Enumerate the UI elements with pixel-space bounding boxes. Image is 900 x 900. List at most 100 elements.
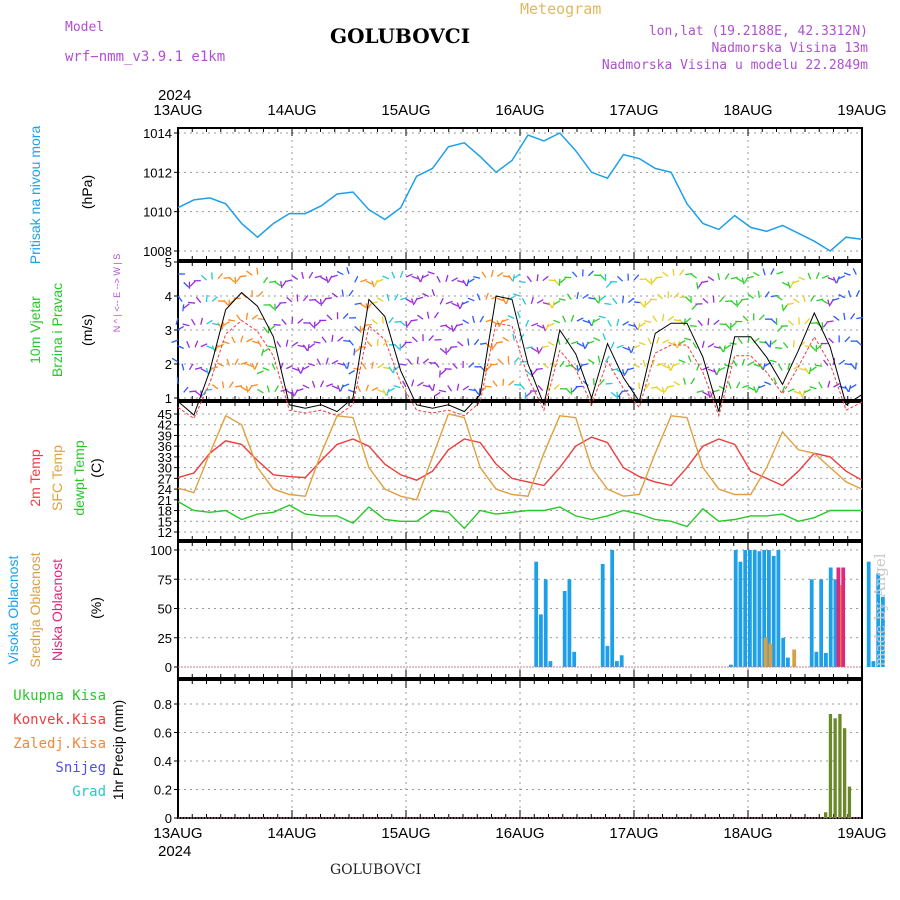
- wind-arrow: [672, 268, 675, 276]
- y-tick-label: 15: [158, 514, 172, 529]
- wind-arrow: [537, 385, 544, 392]
- wind-arrow: [315, 320, 321, 327]
- wind-arrow: [849, 384, 857, 389]
- wind-arrow: [781, 385, 786, 393]
- wind-arrow: [804, 318, 810, 325]
- wind-arrow: [388, 316, 394, 324]
- wind-arrow: [501, 318, 509, 323]
- panel-frame: [177, 261, 863, 401]
- wind-arrow: [279, 281, 283, 289]
- wind-arrow: [566, 293, 572, 300]
- wind-arrow: [451, 277, 459, 282]
- wind-arrow: [666, 385, 675, 388]
- wind-arrow: [576, 317, 584, 322]
- wind-arrow: [656, 362, 664, 367]
- cloud-bar: [871, 661, 876, 667]
- wind-arrow: [177, 295, 183, 302]
- wind-arrow: [633, 363, 641, 368]
- wind-arrow: [553, 300, 561, 306]
- wind-arrow: [741, 358, 746, 366]
- wind-arrow: [262, 326, 269, 333]
- wind-arrow: [802, 295, 806, 303]
- precip-axis-label: 1hr Precip (mm): [110, 700, 126, 800]
- wind-arrow: [591, 319, 595, 327]
- wind-arrow: [810, 295, 815, 302]
- wind-arrow: [810, 344, 816, 352]
- wind-arrow: [545, 323, 550, 331]
- cloud-bar: [762, 550, 767, 667]
- wind-arrow: [525, 346, 533, 350]
- wind-arrow: [484, 385, 492, 388]
- wind-arrow: [291, 341, 299, 347]
- wind-arrow: [735, 300, 738, 308]
- wind-arrow: [445, 347, 448, 355]
- y-tick-label: 25: [158, 631, 172, 646]
- wind-arrow: [217, 273, 223, 280]
- wind-arrow: [331, 359, 339, 365]
- wind-arrow: [707, 276, 715, 282]
- wind-arrow: [257, 388, 264, 394]
- wind-arrow: [553, 278, 560, 286]
- wind-arrow: [685, 317, 692, 323]
- wind-arrow: [221, 381, 225, 389]
- precip-bar: [833, 718, 837, 819]
- cloud-bars-2: [836, 567, 846, 667]
- wind-arrow: [638, 341, 646, 346]
- wind-arrow: [254, 362, 259, 370]
- wind-arrow: [452, 362, 458, 370]
- wind-arrow: [336, 384, 341, 392]
- wind-arrow: [642, 359, 647, 367]
- wind-arrow: [582, 342, 586, 350]
- wind-arrow: [792, 340, 795, 348]
- wind-arrow: [769, 340, 772, 348]
- wind-arrow: [661, 313, 665, 322]
- wind-arrow: [361, 362, 367, 370]
- wind-arrow: [776, 295, 783, 301]
- wind-arrow: [495, 341, 504, 344]
- wind-arrow: [707, 391, 711, 399]
- wind-arrow: [793, 298, 800, 304]
- wind-arrow: [610, 341, 615, 349]
- wind-arrow: [808, 367, 812, 375]
- year-label-bottom: 2024: [158, 843, 191, 860]
- wind-arrow: [171, 357, 179, 363]
- wind-arrow: [512, 274, 515, 282]
- wind-arrow: [810, 366, 817, 372]
- wind-arrow: [793, 390, 801, 395]
- cloud-axis-label-high: Visoka Oblacnost: [5, 556, 21, 665]
- precip-legend-item: Konvek.Kisa: [13, 712, 106, 728]
- precip-bar: [828, 714, 833, 818]
- cloud-bar: [748, 550, 752, 667]
- wind-arrow: [391, 271, 396, 279]
- wind-arrow: [422, 292, 430, 298]
- wind-arrow: [428, 384, 433, 391]
- x-day-label-top: 18AUG: [723, 102, 772, 119]
- wind-arrow: [302, 294, 309, 302]
- wind-arrow: [339, 384, 344, 392]
- wind-arrow: [257, 291, 264, 298]
- wind-arrow: [376, 278, 384, 283]
- wind-arrow: [314, 275, 322, 279]
- wind-arrow: [679, 269, 685, 276]
- wind-arrow: [684, 296, 691, 302]
- precip-legend-item: Ukupna Kisa: [13, 688, 106, 704]
- precip-bar: [847, 786, 852, 818]
- wind-arrow: [269, 280, 277, 284]
- wind-arrow: [717, 273, 721, 281]
- wind-arrow: [450, 345, 458, 348]
- x-day-label-top: 15AUG: [381, 102, 430, 119]
- wind-arrow: [371, 361, 374, 369]
- wind-arrow: [439, 347, 446, 354]
- model-label: Model: [65, 20, 105, 35]
- wind-arrow: [599, 295, 606, 301]
- panel-frame: [177, 541, 863, 679]
- wind-arrow: [728, 381, 732, 390]
- wind-arrow: [764, 340, 770, 348]
- temp-line-0: [177, 436, 863, 487]
- wind-arrow: [798, 390, 803, 398]
- wind-arrow: [314, 299, 321, 305]
- wind-arrow: [759, 341, 767, 344]
- wind-arrow: [777, 364, 783, 371]
- wind-arrow: [313, 341, 321, 344]
- wind-arrow: [200, 343, 208, 348]
